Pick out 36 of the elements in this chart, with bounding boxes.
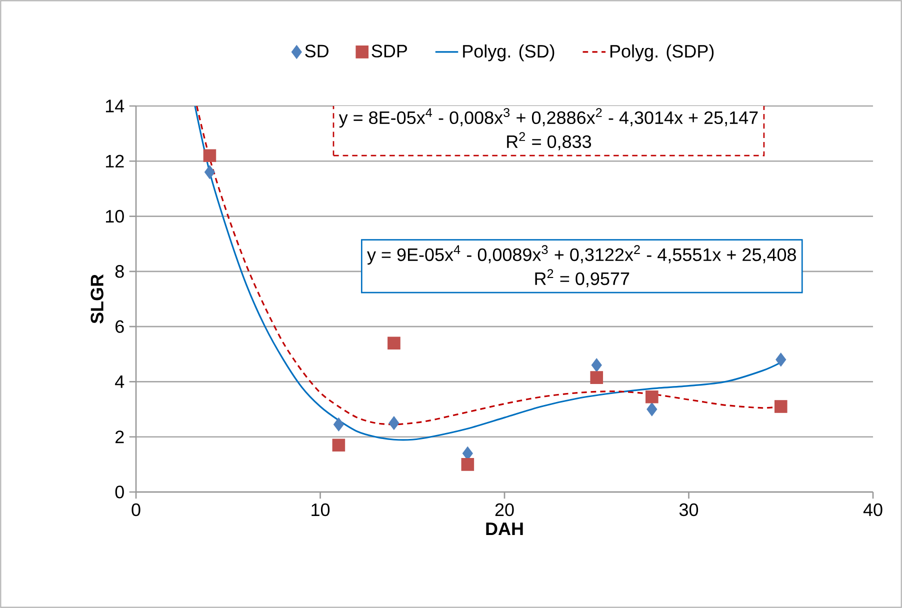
legend-label: Polyg. (SDP) <box>610 44 714 62</box>
legend-label: SD <box>305 44 328 58</box>
y-tick-label: 10 <box>106 210 124 223</box>
point <box>774 400 788 413</box>
annotation: R$^{2}$ = 0,9577 <box>535 269 630 288</box>
y-tick-label: 8 <box>115 265 124 278</box>
annotation: y = 9E-05x$^{4}$ - 0,0089x$^{3}$ + 0,3122x$^{2}$ - 4,5551x + 25,408 <box>367 245 796 265</box>
y-tick-label: 0 <box>115 486 124 498</box>
y-tick-label: 12 <box>106 154 124 168</box>
point <box>388 336 400 350</box>
point <box>776 352 786 367</box>
legend-label: SDP <box>372 44 407 58</box>
x-tick-label: 0 <box>132 503 140 516</box>
annotation: y = 8E-05x$^{4}$ - 0,008x$^{3}$ + 0,2886x$^{2}$ - 4,3014x + 25,147 <box>338 108 758 128</box>
point <box>388 416 400 430</box>
point <box>333 418 344 432</box>
point <box>332 438 346 452</box>
point <box>591 358 602 372</box>
y-axis-title: SLGR <box>90 274 104 324</box>
x-tick-label: 10 <box>312 503 330 516</box>
x-tick-label: 40 <box>863 503 882 516</box>
y-tick-label: 14 <box>106 100 124 112</box>
point <box>204 165 215 180</box>
point <box>646 390 658 404</box>
point <box>461 458 474 471</box>
annotation: R$^{2}$ = 0,833 <box>507 132 592 150</box>
x-tick-label: 20 <box>495 503 514 516</box>
point <box>590 371 604 384</box>
point <box>646 402 658 416</box>
x-tick-label: 30 <box>679 503 698 516</box>
point <box>203 149 216 162</box>
y-tick-label: 2 <box>116 430 124 444</box>
legend-label: Polyg. (SD) <box>463 44 554 62</box>
y-tick-label: 6 <box>116 320 124 333</box>
x-axis-title: DAH <box>486 522 523 535</box>
y-tick-label: 4 <box>115 376 124 388</box>
